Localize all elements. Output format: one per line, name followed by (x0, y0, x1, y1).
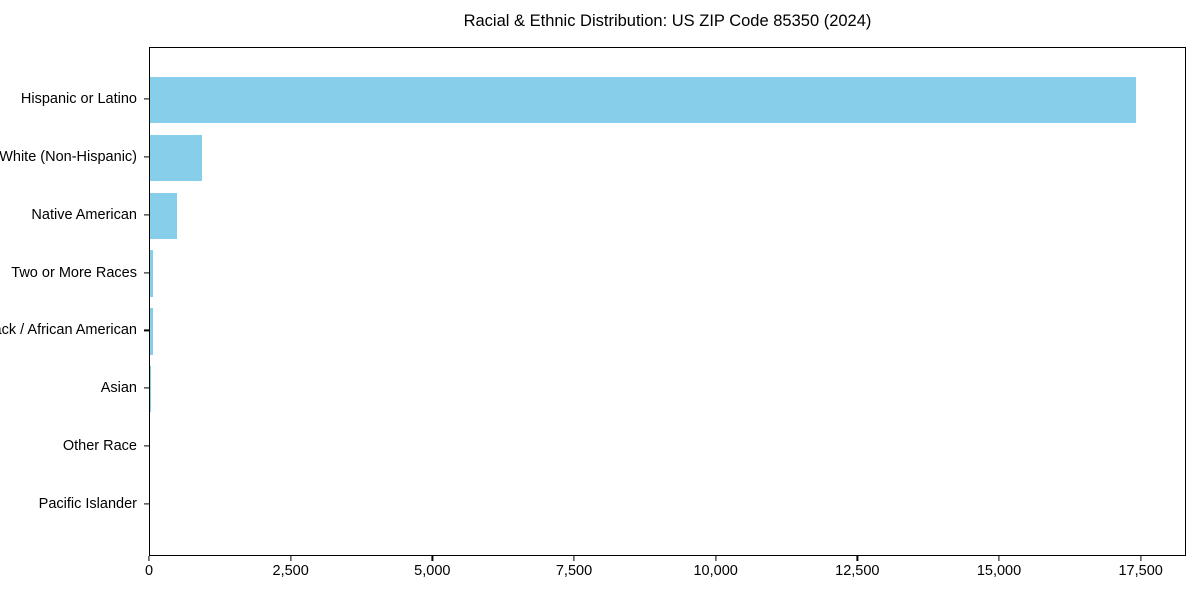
x-tick-mark (573, 556, 575, 561)
bar-white-non-hispanic (150, 134, 203, 182)
y-tick-mark (144, 214, 149, 216)
y-tick-label: Hispanic or Latino (20, 91, 137, 108)
y-tick-mark (144, 271, 149, 274)
bar-asian (150, 366, 151, 413)
y-tick-label: Native American (31, 206, 137, 223)
x-tick-label: 12,500 (835, 563, 880, 579)
x-tick-label: 15,000 (976, 563, 1022, 579)
x-tick-mark (856, 556, 858, 561)
x-tick-label: 17,500 (1118, 563, 1163, 579)
x-tick-label: 0 (144, 563, 154, 579)
y-tick-label: White (Non-Hispanic) (0, 148, 137, 165)
y-tick-mark (144, 503, 149, 505)
bar-black-african-american (150, 308, 153, 355)
bar-hispanic-or-latino (150, 76, 1136, 124)
x-tick-mark (290, 556, 292, 561)
x-tick-label: 5,000 (414, 563, 451, 579)
x-tick-mark (148, 556, 150, 561)
y-tick-mark (144, 156, 149, 158)
y-tick-label: Black / African American (0, 322, 137, 339)
bar-native-american (150, 192, 178, 239)
y-tick-mark (144, 445, 149, 447)
plot-area (149, 47, 1186, 556)
x-tick-label: 7,500 (555, 563, 593, 579)
x-tick-mark (715, 556, 717, 561)
chart-title: Racial & Ethnic Distribution: US ZIP Cod… (463, 12, 872, 30)
bar-two-or-more-races (150, 250, 154, 297)
y-tick-mark (144, 387, 149, 389)
y-tick-label: Asian (100, 380, 137, 397)
y-tick-label: Pacific Islander (38, 495, 137, 512)
y-tick-mark (144, 329, 149, 331)
x-tick-mark (431, 556, 433, 561)
y-tick-label: Two or More Races (11, 264, 137, 281)
x-tick-label: 10,000 (693, 563, 738, 579)
x-tick-label: 2,500 (272, 563, 309, 579)
y-tick-mark (144, 98, 149, 100)
x-tick-mark (1140, 556, 1142, 561)
x-tick-mark (998, 556, 1000, 561)
y-tick-label: Other Race (62, 438, 137, 455)
